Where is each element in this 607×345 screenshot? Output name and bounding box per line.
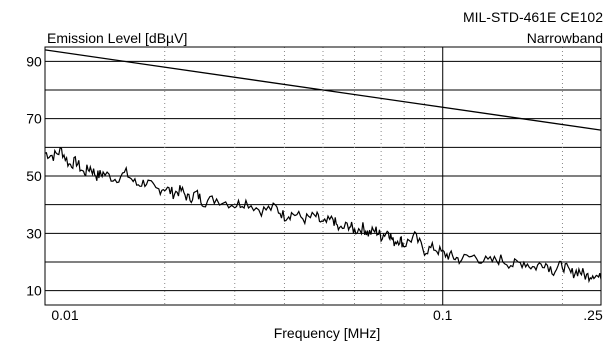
measured-emission-series [44, 147, 602, 284]
plot-frame [44, 46, 602, 306]
y-tick-label: 90 [26, 53, 42, 69]
chart-title-line-2: Narrowband [527, 30, 603, 46]
y-axis-label: Emission Level [dBµV] [47, 30, 187, 46]
x-axis-label: Frequency [MHz] [274, 325, 381, 341]
chart-title-line-1: MIL-STD-461E CE102 [463, 9, 603, 25]
x-tick-label: 0.1 [433, 307, 453, 323]
y-tick-label: 10 [26, 283, 42, 299]
x-tick-label: .25 [583, 307, 603, 323]
x-tick-labels: 0.01 0.1 .25 [51, 307, 603, 323]
y-tick-labels: 10 30 50 70 90 [26, 53, 42, 298]
grid [44, 47, 601, 305]
y-tick-label: 70 [26, 111, 42, 127]
y-tick-label: 30 [26, 225, 42, 241]
limit-line-series [44, 49, 602, 131]
y-tick-label: 50 [26, 168, 42, 184]
series-layer [44, 49, 602, 284]
x-tick-label: 0.01 [51, 307, 78, 323]
